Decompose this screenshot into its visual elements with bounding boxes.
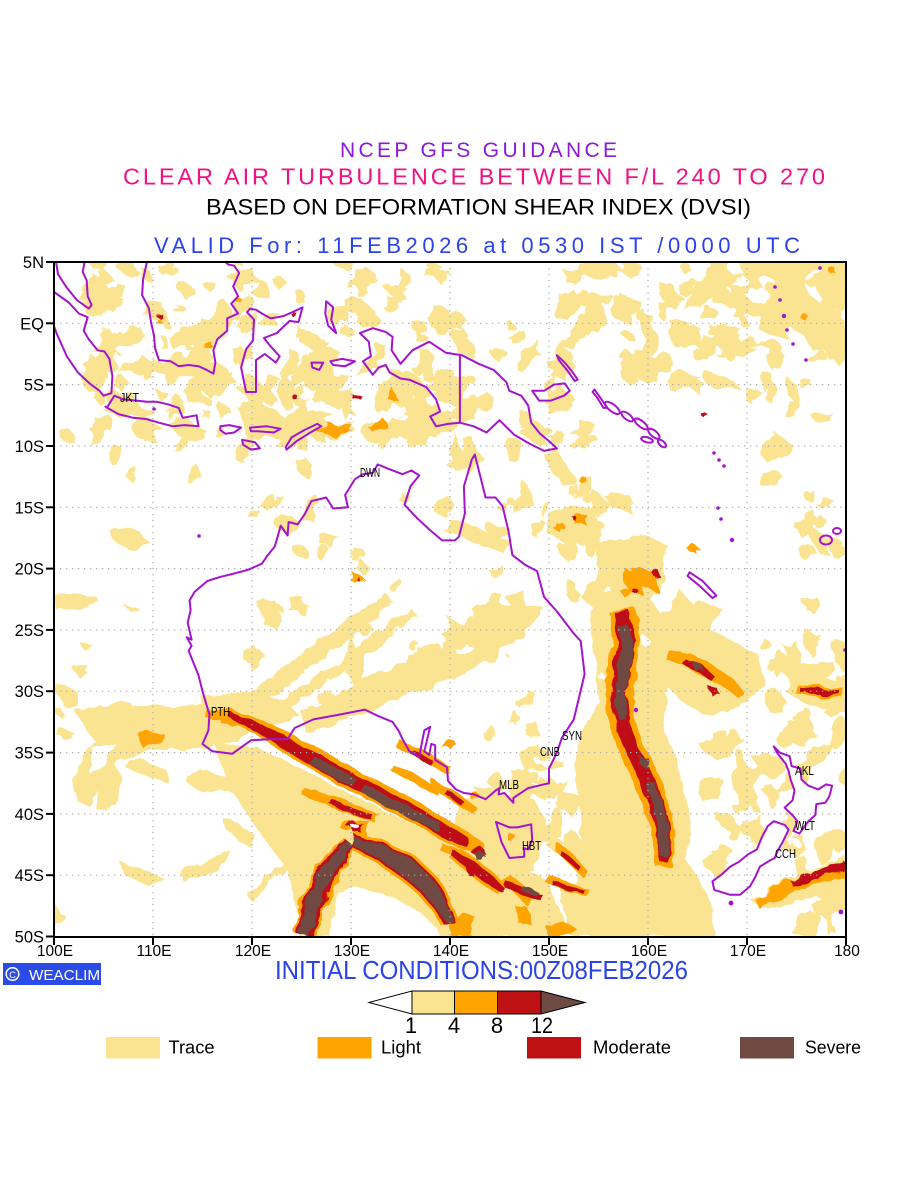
svg-text:10S: 10S: [15, 438, 44, 456]
svg-text:30S: 30S: [15, 683, 44, 701]
svg-text:150E: 150E: [532, 943, 568, 960]
svg-text:VALID For: 11FEB2026 at 0530 I: VALID For: 11FEB2026 at 0530 IST /0000 U…: [154, 233, 800, 258]
svg-text:Severe: Severe: [805, 1037, 861, 1058]
svg-text:SYN: SYN: [562, 728, 582, 743]
svg-text:C: C: [9, 970, 16, 981]
svg-text:AKL: AKL: [795, 763, 814, 778]
svg-text:EQ: EQ: [20, 315, 44, 333]
svg-text:NCEP GFS GUIDANCE: NCEP GFS GUIDANCE: [340, 139, 617, 162]
svg-text:CNB: CNB: [540, 744, 560, 759]
svg-text:WEACLIM: WEACLIM: [29, 967, 100, 984]
svg-text:DWN: DWN: [360, 465, 380, 480]
svg-text:BASED ON DEFORMATION SHEAR IND: BASED ON DEFORMATION SHEAR INDEX (DVSI): [206, 195, 751, 220]
svg-text:110E: 110E: [136, 943, 171, 960]
svg-text:MLB: MLB: [499, 777, 519, 792]
svg-text:Light: Light: [381, 1037, 421, 1058]
svg-text:PTH: PTH: [211, 704, 230, 719]
svg-text:35S: 35S: [15, 745, 44, 763]
svg-text:5S: 5S: [24, 377, 44, 395]
svg-text:120E: 120E: [235, 943, 271, 960]
svg-text:INITIAL CONDITIONS:00Z08FEB202: INITIAL CONDITIONS:00Z08FEB2026: [275, 955, 688, 985]
svg-text:170E: 170E: [730, 943, 766, 960]
svg-text:40S: 40S: [15, 806, 44, 824]
svg-text:50S: 50S: [15, 929, 44, 947]
svg-text:8: 8: [491, 1013, 503, 1038]
svg-text:140E: 140E: [433, 943, 469, 960]
svg-text:130E: 130E: [334, 943, 370, 960]
svg-text:CLEAR AIR TURBULENCE BETWEEN F: CLEAR AIR TURBULENCE BETWEEN F/L 240 TO …: [123, 164, 825, 190]
svg-text:Moderate: Moderate: [593, 1037, 671, 1058]
svg-text:5N: 5N: [23, 254, 44, 272]
svg-text:15S: 15S: [15, 499, 44, 517]
svg-text:JKT: JKT: [120, 390, 139, 405]
svg-text:100E: 100E: [37, 943, 73, 960]
svg-text:1: 1: [405, 1013, 417, 1038]
svg-text:CCH: CCH: [775, 846, 796, 861]
svg-text:25S: 25S: [15, 622, 44, 640]
svg-text:45S: 45S: [15, 867, 44, 885]
svg-text:WLT: WLT: [795, 818, 815, 833]
svg-text:HBT: HBT: [522, 838, 541, 853]
svg-text:Trace: Trace: [169, 1037, 215, 1058]
svg-text:20S: 20S: [15, 561, 44, 579]
svg-text:180: 180: [834, 943, 860, 960]
svg-text:12: 12: [531, 1013, 553, 1038]
svg-text:160E: 160E: [631, 943, 667, 960]
svg-text:4: 4: [448, 1013, 460, 1038]
